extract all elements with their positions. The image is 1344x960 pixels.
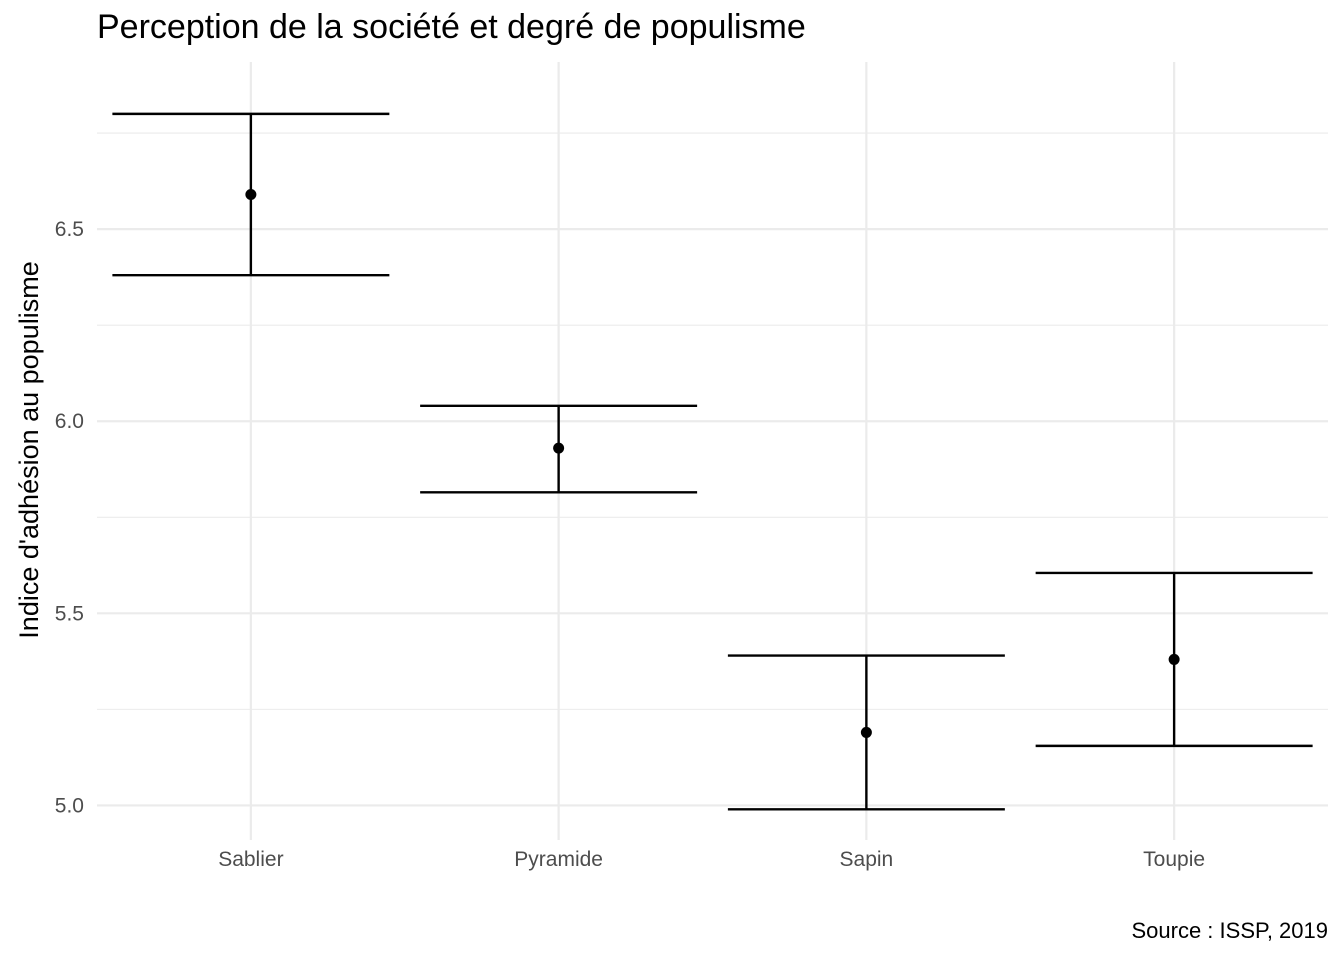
major-gridlines (97, 62, 1328, 840)
minor-gridlines (97, 132, 1328, 710)
error-bars (112, 112, 1313, 811)
x-tick-label: Toupie (1143, 848, 1205, 871)
x-tick-label: Sapin (840, 848, 894, 871)
x-tick-labels: Sablier Pyramide Sapin Toupie (218, 848, 1205, 871)
y-tick-labels: 5.0 5.5 6.0 6.5 (55, 218, 84, 817)
source-caption: Source : ISSP, 2019 (1131, 918, 1328, 943)
chart-title: Perception de la société et degré de pop… (97, 8, 806, 46)
y-tick-label: 5.5 (55, 602, 84, 625)
y-axis-title: Indice d'adhésion au populisme (14, 261, 44, 638)
x-tick-label: Pyramide (514, 848, 603, 871)
y-tick-label: 6.0 (55, 410, 84, 433)
x-tick-label: Sablier (218, 848, 283, 871)
mean-point (1168, 653, 1180, 665)
mean-point (860, 726, 872, 738)
mean-point (553, 442, 565, 454)
y-tick-label: 6.5 (55, 218, 84, 241)
mean-point (245, 189, 257, 201)
y-tick-label: 5.0 (55, 794, 84, 817)
